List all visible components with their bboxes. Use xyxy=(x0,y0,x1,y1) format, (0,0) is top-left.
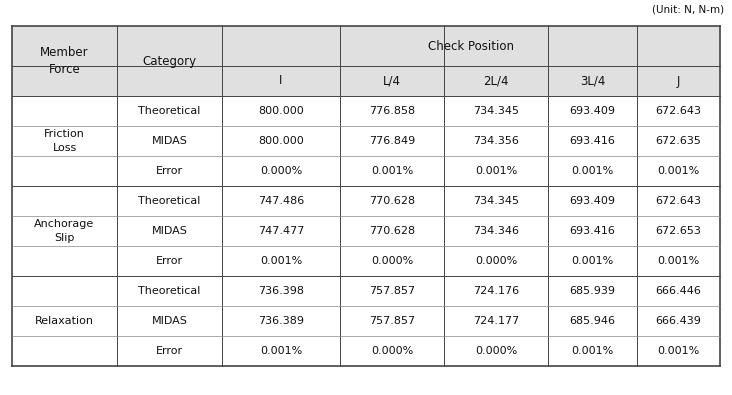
Text: 0.001%: 0.001% xyxy=(371,166,413,176)
Text: J: J xyxy=(677,75,680,88)
Bar xyxy=(12,66,720,96)
Text: 672.635: 672.635 xyxy=(656,136,701,146)
Text: 734.356: 734.356 xyxy=(473,136,519,146)
Text: 693.416: 693.416 xyxy=(569,226,616,236)
Text: 0.001%: 0.001% xyxy=(572,346,613,356)
Bar xyxy=(12,306,720,336)
Bar xyxy=(12,186,720,216)
Text: 800.000: 800.000 xyxy=(258,106,304,116)
Text: 672.653: 672.653 xyxy=(656,226,701,236)
Text: 724.177: 724.177 xyxy=(473,316,519,326)
Text: 0.001%: 0.001% xyxy=(657,346,700,356)
Text: 776.858: 776.858 xyxy=(369,106,415,116)
Text: Check Position: Check Position xyxy=(428,40,514,53)
Text: 770.628: 770.628 xyxy=(369,226,415,236)
Text: Theoretical: Theoretical xyxy=(138,286,201,296)
Bar xyxy=(12,246,720,276)
Text: 666.446: 666.446 xyxy=(656,286,701,296)
Text: 757.857: 757.857 xyxy=(369,316,415,326)
Text: 3L/4: 3L/4 xyxy=(580,75,605,88)
Text: 0.001%: 0.001% xyxy=(475,166,517,176)
Bar xyxy=(12,96,720,126)
Text: I: I xyxy=(280,75,283,88)
Text: 685.946: 685.946 xyxy=(569,316,616,326)
Text: 747.477: 747.477 xyxy=(258,226,305,236)
Text: 724.176: 724.176 xyxy=(473,286,519,296)
Text: 757.857: 757.857 xyxy=(369,286,415,296)
Text: 2L/4: 2L/4 xyxy=(483,75,509,88)
Text: 0.000%: 0.000% xyxy=(371,256,413,266)
Text: 800.000: 800.000 xyxy=(258,136,304,146)
Bar xyxy=(12,216,720,246)
Text: 666.439: 666.439 xyxy=(656,316,701,326)
Text: 0.001%: 0.001% xyxy=(260,256,302,266)
Text: 776.849: 776.849 xyxy=(369,136,415,146)
Text: 0.000%: 0.000% xyxy=(371,346,413,356)
Text: 693.416: 693.416 xyxy=(569,136,616,146)
Text: 0.000%: 0.000% xyxy=(475,256,517,266)
Text: Error: Error xyxy=(156,166,183,176)
Text: 0.000%: 0.000% xyxy=(260,166,302,176)
Bar xyxy=(12,336,720,366)
Text: 0.001%: 0.001% xyxy=(260,346,302,356)
Text: Anchorage
Slip: Anchorage Slip xyxy=(34,219,94,243)
Text: MIDAS: MIDAS xyxy=(152,226,187,236)
Text: 736.398: 736.398 xyxy=(258,286,304,296)
Bar xyxy=(12,126,720,156)
Text: 770.628: 770.628 xyxy=(369,196,415,206)
Text: 685.939: 685.939 xyxy=(569,286,616,296)
Text: 693.409: 693.409 xyxy=(569,196,616,206)
Text: Relaxation: Relaxation xyxy=(35,316,94,326)
Text: 734.345: 734.345 xyxy=(473,196,519,206)
Text: 0.001%: 0.001% xyxy=(572,166,613,176)
Text: 0.001%: 0.001% xyxy=(657,166,700,176)
Text: 0.001%: 0.001% xyxy=(572,256,613,266)
Text: 0.000%: 0.000% xyxy=(475,346,517,356)
Text: Theoretical: Theoretical xyxy=(138,196,201,206)
Text: (Unit: N, N-m): (Unit: N, N-m) xyxy=(652,5,724,15)
Text: 747.486: 747.486 xyxy=(258,196,304,206)
Text: 672.643: 672.643 xyxy=(655,196,701,206)
Text: MIDAS: MIDAS xyxy=(152,316,187,326)
Text: 693.409: 693.409 xyxy=(569,106,616,116)
Bar xyxy=(12,26,720,66)
Text: Member
Force: Member Force xyxy=(40,46,89,76)
Text: Friction
Loss: Friction Loss xyxy=(44,130,85,152)
Text: Error: Error xyxy=(156,346,183,356)
Text: Theoretical: Theoretical xyxy=(138,106,201,116)
Text: Error: Error xyxy=(156,256,183,266)
Bar xyxy=(12,156,720,186)
Text: L/4: L/4 xyxy=(383,75,401,88)
Text: 736.389: 736.389 xyxy=(258,316,304,326)
Text: MIDAS: MIDAS xyxy=(152,136,187,146)
Text: 672.643: 672.643 xyxy=(655,106,701,116)
Text: 0.001%: 0.001% xyxy=(657,256,700,266)
Text: Category: Category xyxy=(143,55,197,68)
Bar xyxy=(12,276,720,306)
Text: 734.346: 734.346 xyxy=(473,226,519,236)
Text: 734.345: 734.345 xyxy=(473,106,519,116)
